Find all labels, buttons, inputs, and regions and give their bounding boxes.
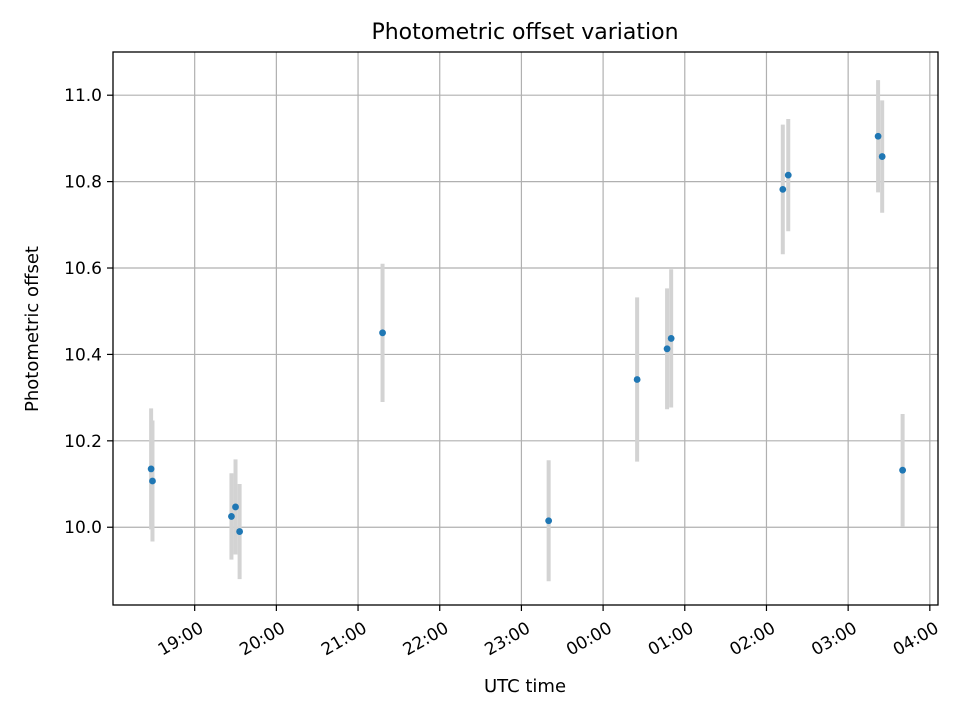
data-point xyxy=(663,345,671,353)
data-point xyxy=(784,171,792,179)
y-tick-label: 10.0 xyxy=(64,518,102,538)
y-tick-label: 10.2 xyxy=(64,432,102,452)
data-point xyxy=(545,517,553,525)
data-point xyxy=(147,465,155,473)
data-point xyxy=(236,528,244,535)
data-points xyxy=(147,132,907,535)
data-point xyxy=(878,153,886,160)
data-point xyxy=(149,477,156,485)
data-point xyxy=(232,503,239,511)
chart-title: Photometric offset variation xyxy=(371,20,678,45)
data-point xyxy=(874,132,882,140)
data-point xyxy=(779,185,787,193)
y-tick-label: 10.4 xyxy=(64,345,102,365)
x-axis-label: UTC time xyxy=(484,676,566,697)
grid xyxy=(113,52,938,605)
data-point xyxy=(228,513,235,520)
y-tick-label: 10.8 xyxy=(64,173,102,193)
data-point xyxy=(379,329,386,337)
plot-frame xyxy=(112,51,939,606)
data-point xyxy=(667,335,675,342)
y-axis-label: Photometric offset xyxy=(22,246,43,412)
y-axis-ticks: 10.0 10.2 10.4 10.6 10.8 11.0 xyxy=(64,86,113,538)
data-point xyxy=(899,466,907,474)
data-point xyxy=(633,376,641,383)
y-tick-label: 10.6 xyxy=(64,259,102,279)
y-tick-label: 11.0 xyxy=(64,86,102,106)
